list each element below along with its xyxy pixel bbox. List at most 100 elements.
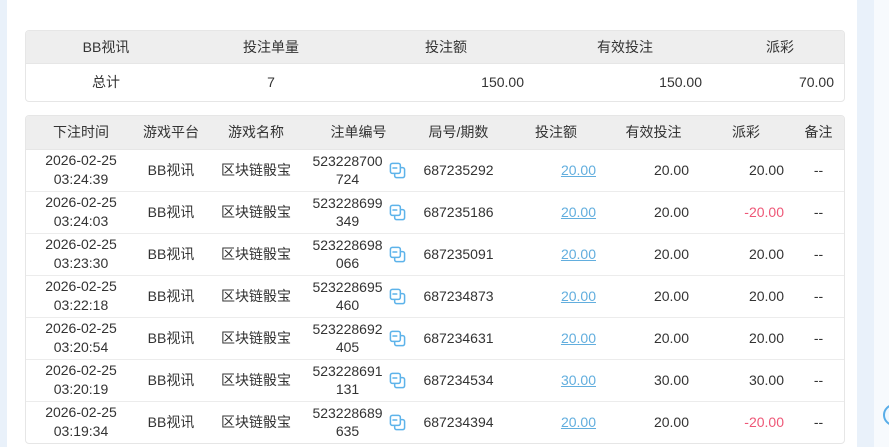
payout-value: 30.00 (748, 371, 784, 388)
table-row: 2026-02-25 03:24:39 BB视讯 区块链骰宝 523228700… (26, 149, 844, 192)
copy-icon[interactable] (389, 288, 406, 305)
bet-no: 523228699349 (312, 195, 383, 229)
detail-header-bet-no: 注单编号 (306, 116, 411, 150)
bet-no: 523228698066 (312, 237, 383, 271)
detail-header-round-no: 局号/期数 (411, 116, 506, 150)
summary-header-bet-count: 投注单量 (186, 31, 356, 64)
game-name: 区块链骰宝 (221, 413, 291, 430)
round-no: 687234631 (411, 317, 506, 360)
bet-time: 2026-02-25 03:22:18 (26, 275, 136, 318)
copy-icon[interactable] (389, 246, 406, 263)
payout-value: 20.00 (748, 245, 784, 262)
table-row: 2026-02-25 03:19:34 BB视讯 区块链骰宝 523228689… (26, 401, 844, 443)
table-row: 2026-02-25 03:20:19 BB视讯 区块链骰宝 523228691… (26, 359, 844, 402)
remark: -- (791, 275, 844, 318)
game-platform: BB视讯 (136, 317, 206, 360)
summary-total-bet-count: 7 (267, 74, 275, 91)
remark: -- (791, 149, 844, 192)
bet-no-cell: 523228699349 (306, 191, 411, 234)
remark: -- (791, 191, 844, 234)
bet-amount-link[interactable]: 20.00 (560, 245, 596, 262)
remark: -- (791, 317, 844, 360)
summary-table-card: BB视讯 投注单量 投注额 有效投注 派彩 总计 7 150.00 150.00… (25, 30, 845, 102)
bet-time: 2026-02-25 03:20:19 (26, 359, 136, 402)
bet-amount-link[interactable]: 20.00 (560, 161, 596, 178)
game-name: 区块链骰宝 (206, 149, 306, 192)
bet-no: 523228689635 (312, 405, 383, 440)
copy-icon[interactable] (389, 204, 406, 221)
bet-no-cell: 523228691131 (306, 359, 411, 402)
game-name: 区块链骰宝 (206, 191, 306, 234)
game-name: 区块链骰宝 (206, 275, 306, 318)
table-row: 2026-02-25 03:24:03 BB视讯 区块链骰宝 523228699… (26, 191, 844, 234)
detail-table: 下注时间 游戏平台 游戏名称 注单编号 局号/期数 投注额 有效投注 派彩 备注… (26, 116, 844, 443)
game-name: 区块链骰宝 (206, 359, 306, 402)
round-no: 687235186 (411, 191, 506, 234)
game-platform: BB视讯 (136, 191, 206, 234)
table-row: 2026-02-25 03:20:54 BB视讯 区块链骰宝 523228692… (26, 317, 844, 360)
round-no: 687234394 (423, 413, 494, 430)
detail-header-game-name: 游戏名称 (206, 116, 306, 150)
summary-header-bet-amount: 投注额 (356, 31, 536, 64)
game-platform: BB视讯 (136, 359, 206, 402)
remark: -- (791, 233, 844, 276)
game-platform: BB视讯 (147, 413, 195, 430)
bet-amount-link[interactable]: 20.00 (560, 329, 596, 346)
copy-icon[interactable] (389, 414, 406, 431)
summary-header-payout: 派彩 (714, 31, 844, 64)
bet-no: 523228691131 (312, 363, 383, 397)
summary-total-valid-bet: 150.00 (659, 74, 702, 91)
valid-bet: 30.00 (606, 359, 701, 402)
payout-value: 20.00 (748, 287, 784, 304)
valid-bet: 20.00 (606, 317, 701, 360)
valid-bet: 20.00 (606, 233, 701, 276)
bet-amount-link[interactable]: 30.00 (560, 371, 596, 388)
payout-value: 20.00 (748, 329, 784, 346)
copy-icon[interactable] (389, 330, 406, 347)
bet-time: 2026-02-25 03:23:30 (26, 233, 136, 276)
bet-no-cell: 523228700724 (306, 149, 411, 192)
table-row: 2026-02-25 03:23:30 BB视讯 区块链骰宝 523228698… (26, 233, 844, 276)
bet-no: 523228700724 (312, 153, 383, 187)
summary-table: BB视讯 投注单量 投注额 有效投注 派彩 总计 7 150.00 150.00… (26, 31, 844, 101)
page-right-edge (874, 0, 889, 447)
bet-no-cell: 523228689635 (306, 401, 411, 443)
game-platform: BB视讯 (136, 149, 206, 192)
game-name: 区块链骰宝 (206, 317, 306, 360)
bet-no: 523228695460 (312, 279, 383, 313)
bet-time: 2026-02-25 03:24:03 (26, 191, 136, 234)
bet-time: 2026-02-25 03:20:54 (26, 317, 136, 360)
remark: -- (813, 413, 824, 430)
remark: -- (791, 359, 844, 402)
copy-icon[interactable] (389, 162, 406, 179)
bet-time: 2026-02-25 03:19:34 (45, 404, 117, 440)
page-right-strip (857, 0, 874, 447)
game-platform: BB视讯 (136, 275, 206, 318)
valid-bet: 20.00 (653, 413, 689, 430)
bet-amount-link[interactable]: 20.00 (560, 203, 596, 220)
bet-amount-link[interactable]: 20.00 (560, 287, 596, 304)
summary-header-platform: BB视讯 (26, 31, 186, 64)
page-left-strip (0, 0, 7, 447)
bet-no-cell: 523228695460 (306, 275, 411, 318)
detail-header-time: 下注时间 (26, 116, 136, 150)
bet-no-cell: 523228698066 (306, 233, 411, 276)
copy-icon[interactable] (389, 372, 406, 389)
summary-header-valid-bet: 有效投注 (536, 31, 714, 64)
detail-table-card: 下注时间 游戏平台 游戏名称 注单编号 局号/期数 投注额 有效投注 派彩 备注… (25, 115, 845, 444)
game-platform: BB视讯 (136, 233, 206, 276)
bet-amount-link[interactable]: 20.00 (560, 413, 596, 430)
detail-header-row: 下注时间 游戏平台 游戏名称 注单编号 局号/期数 投注额 有效投注 派彩 备注 (26, 116, 844, 150)
valid-bet: 20.00 (606, 275, 701, 318)
table-row: 2026-02-25 03:22:18 BB视讯 区块链骰宝 523228695… (26, 275, 844, 318)
valid-bet: 20.00 (606, 191, 701, 234)
summary-total-row: 总计 7 150.00 150.00 70.00 (26, 63, 844, 101)
summary-header-row: BB视讯 投注单量 投注额 有效投注 派彩 (26, 31, 844, 64)
detail-header-payout: 派彩 (701, 116, 791, 150)
bet-no: 523228692405 (312, 321, 383, 355)
round-no: 687234873 (411, 275, 506, 318)
payout-value: -20.00 (744, 203, 784, 220)
game-name: 区块链骰宝 (206, 233, 306, 276)
bet-no-cell: 523228692405 (306, 317, 411, 360)
